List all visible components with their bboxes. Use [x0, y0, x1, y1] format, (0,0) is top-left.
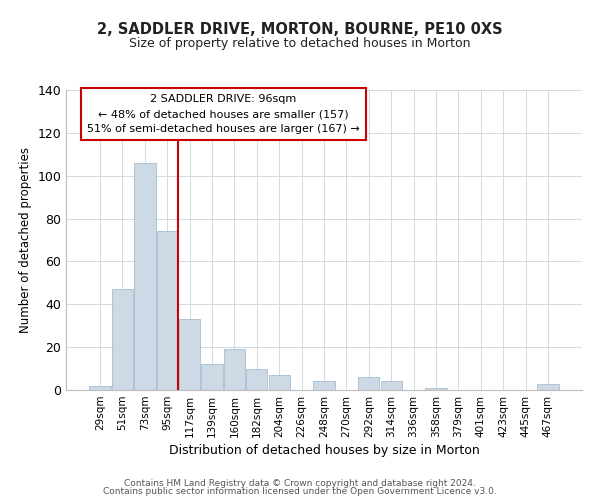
Bar — [246, 368, 268, 390]
Text: Size of property relative to detached houses in Morton: Size of property relative to detached ho… — [129, 38, 471, 51]
Text: Contains public sector information licensed under the Open Government Licence v3: Contains public sector information licen… — [103, 487, 497, 496]
Bar — [269, 375, 290, 390]
Bar — [112, 290, 133, 390]
Bar — [425, 388, 446, 390]
Bar — [537, 384, 559, 390]
Text: Contains HM Land Registry data © Crown copyright and database right 2024.: Contains HM Land Registry data © Crown c… — [124, 478, 476, 488]
Bar — [202, 364, 223, 390]
Bar — [313, 382, 335, 390]
Bar — [179, 320, 200, 390]
Bar — [380, 382, 402, 390]
Text: 2, SADDLER DRIVE, MORTON, BOURNE, PE10 0XS: 2, SADDLER DRIVE, MORTON, BOURNE, PE10 0… — [97, 22, 503, 38]
X-axis label: Distribution of detached houses by size in Morton: Distribution of detached houses by size … — [169, 444, 479, 457]
Y-axis label: Number of detached properties: Number of detached properties — [19, 147, 32, 333]
Bar — [89, 386, 111, 390]
Bar — [134, 163, 155, 390]
Text: 2 SADDLER DRIVE: 96sqm
← 48% of detached houses are smaller (157)
51% of semi-de: 2 SADDLER DRIVE: 96sqm ← 48% of detached… — [87, 94, 360, 134]
Bar — [157, 232, 178, 390]
Bar — [224, 350, 245, 390]
Bar — [358, 377, 379, 390]
